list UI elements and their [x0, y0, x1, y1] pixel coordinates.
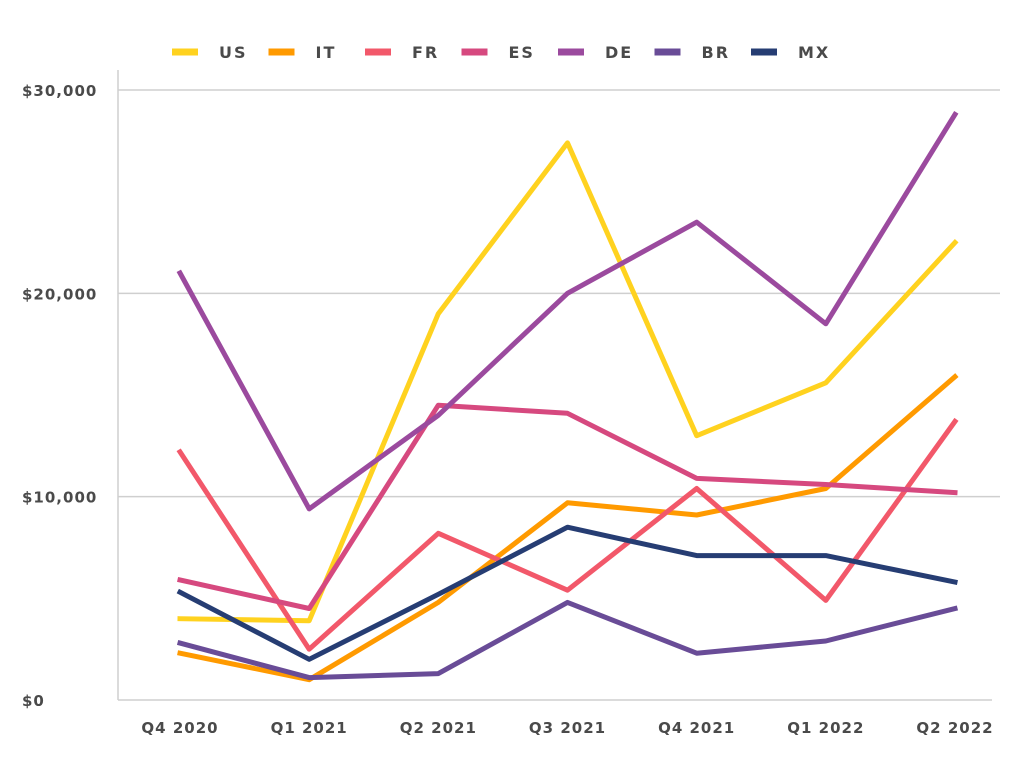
x-axis: Q4 2020 Q1 2021 Q2 2021 Q3 2021 Q4 2021 Q1 20… [141, 719, 993, 737]
y-tick-label: $30,000 [22, 82, 97, 100]
legend-label-it: IT [316, 43, 337, 62]
series-line-fr [176, 417, 959, 652]
y-axis: $0 $10,000 $20,000 $30,000 [22, 82, 97, 710]
x-tick-label: Q2 2022 [916, 719, 993, 737]
series-line-br [176, 599, 959, 681]
legend-label-es: ES [509, 43, 535, 62]
grid [117, 70, 1000, 701]
x-tick-label: Q3 2021 [529, 719, 606, 737]
y-tick-label: $0 [22, 692, 45, 710]
x-tick-label: Q1 2022 [787, 719, 864, 737]
series-line-de [176, 110, 959, 512]
x-tick-label: Q4 2021 [658, 719, 735, 737]
legend-label-de: DE [605, 43, 633, 62]
legend-label-fr: FR [412, 43, 439, 62]
series-line-us [177, 140, 959, 624]
legend-label-br: BR [702, 43, 731, 62]
series-line-mx [176, 524, 958, 662]
y-tick-label: $20,000 [22, 285, 97, 303]
x-tick-label: Q1 2021 [271, 719, 348, 737]
series-group [176, 110, 959, 683]
x-tick-label: Q2 2021 [400, 719, 477, 737]
series-line-es [177, 402, 958, 611]
y-tick-label: $10,000 [22, 489, 97, 507]
legend: US IT FR ES DE BR MX [172, 43, 830, 62]
x-tick-label: Q4 2020 [141, 719, 218, 737]
legend-label-us: US [219, 43, 248, 62]
legend-label-mx: MX [798, 43, 830, 62]
